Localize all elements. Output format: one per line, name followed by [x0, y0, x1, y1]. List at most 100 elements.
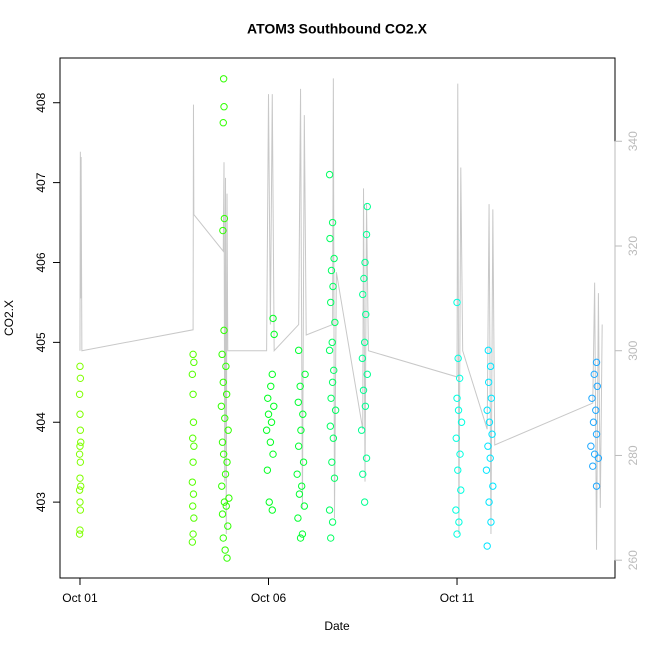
data-point — [76, 362, 84, 371]
data-point — [294, 346, 303, 355]
data-point — [326, 234, 334, 243]
data-point — [267, 418, 276, 426]
data-point — [220, 214, 229, 223]
data-point — [77, 438, 85, 446]
data-point — [221, 414, 229, 422]
data-point — [269, 314, 277, 323]
chart-title: ATOM3 Southbound CO2.X — [247, 21, 428, 37]
data-point — [456, 450, 464, 458]
data-point — [331, 406, 340, 414]
data-point — [454, 354, 462, 363]
y-tick-label: 406 — [34, 252, 48, 272]
data-point — [219, 226, 227, 235]
data-point — [76, 506, 85, 514]
data-point — [483, 542, 491, 550]
data-point — [222, 390, 231, 398]
data-point — [455, 518, 463, 526]
data-point — [221, 470, 230, 478]
data-point — [484, 378, 493, 387]
data-point — [220, 498, 229, 506]
data-point — [486, 362, 495, 371]
data-point — [593, 382, 601, 390]
y2-tick-label: 280 — [626, 445, 640, 465]
data-point — [592, 406, 600, 414]
data-line — [79, 78, 603, 550]
data-point — [362, 454, 371, 462]
data-point — [295, 490, 304, 498]
data-point — [325, 346, 334, 355]
data-point — [360, 274, 368, 283]
data-point — [223, 554, 231, 562]
data-point — [328, 378, 337, 387]
data-point — [594, 454, 603, 462]
y2-tick-label: 340 — [626, 131, 640, 151]
data-point — [487, 518, 495, 526]
data-point — [224, 522, 232, 530]
data-point — [587, 442, 595, 450]
data-point — [269, 450, 277, 458]
data-point — [327, 298, 335, 307]
data-point — [223, 458, 231, 466]
x-axis-label: Date — [324, 619, 350, 633]
data-point — [76, 498, 84, 506]
data-point — [327, 534, 335, 542]
data-point — [75, 390, 84, 398]
y2-tick-label: 320 — [626, 236, 640, 256]
data-point — [358, 354, 367, 363]
data-point — [363, 370, 371, 379]
data-point — [484, 442, 492, 450]
data-point — [218, 510, 227, 518]
data-point — [453, 530, 461, 538]
data-point — [188, 478, 197, 486]
data-point — [588, 394, 596, 402]
y-tick-label: 405 — [34, 332, 48, 352]
x-tick-label: Oct 11 — [440, 591, 475, 605]
data-point — [264, 410, 273, 418]
data-point — [454, 406, 463, 414]
y-tick-label: 404 — [34, 412, 48, 432]
data-point — [189, 390, 197, 398]
data-point — [482, 466, 491, 474]
data-point — [77, 482, 85, 490]
data-point — [457, 486, 465, 494]
data-point — [360, 498, 369, 506]
data-point — [189, 490, 198, 498]
data-point — [325, 506, 334, 514]
data-point — [189, 418, 198, 426]
data-point — [297, 426, 305, 434]
data-point — [487, 394, 496, 402]
x-tick-label: Oct 06 — [251, 591, 287, 605]
data-point — [268, 370, 276, 379]
data-point — [224, 426, 232, 434]
data-point — [330, 366, 338, 375]
data-point — [294, 442, 303, 450]
data-point — [217, 402, 226, 410]
y-tick-label: 407 — [34, 172, 48, 192]
data-point — [190, 358, 198, 367]
data-point — [76, 410, 84, 418]
data-point — [484, 346, 493, 355]
data-point — [75, 486, 84, 494]
data-point — [299, 410, 307, 418]
y-tick-label: 408 — [34, 92, 48, 112]
y2-tick-label: 260 — [626, 550, 640, 570]
data-point — [222, 502, 230, 510]
data-point — [331, 318, 339, 327]
data-point — [455, 374, 464, 383]
data-point — [75, 450, 84, 458]
data-point — [262, 426, 271, 434]
data-point — [263, 466, 272, 474]
data-point — [76, 526, 84, 534]
data-point — [220, 326, 228, 335]
data-point — [452, 506, 460, 514]
data-point — [328, 218, 337, 227]
data-point — [266, 438, 275, 446]
data-point — [488, 430, 496, 438]
data-point — [327, 394, 335, 402]
data-point — [590, 450, 599, 458]
data-point — [485, 498, 493, 506]
data-point — [270, 402, 278, 410]
data-point — [362, 230, 371, 239]
